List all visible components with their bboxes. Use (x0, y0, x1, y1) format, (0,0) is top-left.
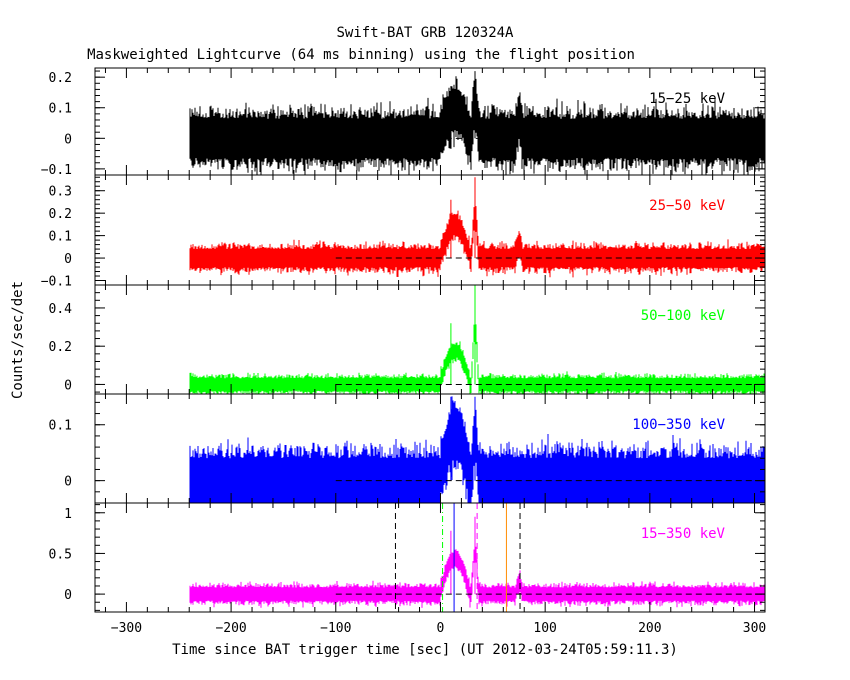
y-tick-label: 1 (64, 507, 72, 522)
y-tick-label: 0.1 (49, 102, 72, 117)
y-tick-label: 0.2 (49, 207, 72, 222)
panel-3: 0 0.2 0.4 50−100 keV (49, 284, 766, 395)
panels-group: −0.1 0 0.1 0.2 15−25 keV −0.1 0 0.1 0.2 0.3 25−50 … (41, 67, 766, 636)
panel-2: −0.1 0 0.1 0.2 0.3 25−50 keV (41, 174, 766, 290)
y-tick-label: 0.5 (49, 547, 72, 562)
y-tick-label: 0.2 (49, 71, 72, 86)
x-tick-label: 300 (743, 621, 766, 636)
y-tick-label: 0.1 (49, 419, 72, 434)
chart-subtitle: Maskweighted Lightcurve (64 ms binning) … (87, 47, 635, 63)
energy-label-15-25-kev: 15−25 keV (649, 91, 725, 107)
x-tick-label: 0 (437, 621, 445, 636)
x-axis-label: Time since BAT trigger time [sec] (UT 20… (172, 642, 678, 658)
energy-label-15-350-kev: 15−350 keV (641, 526, 726, 542)
energy-label-100-350-kev: 100−350 keV (632, 417, 725, 433)
energy-label-50-100-kev: 50−100 keV (641, 308, 726, 324)
trace-15-350-kev (189, 516, 765, 608)
y-tick-label: 0 (64, 475, 72, 490)
x-tick-label: −100 (320, 621, 351, 636)
y-tick-label: 0 (64, 252, 72, 267)
panel-5: 0 0.5 1 15−350 keV (49, 502, 766, 613)
y-tick-label: 0 (64, 588, 72, 603)
y-axis-label: Counts/sec/det (10, 281, 26, 399)
energy-label-25-50-kev: 25−50 keV (649, 198, 725, 214)
x-tick-label: 100 (533, 621, 556, 636)
y-tick-label: 0 (64, 378, 72, 393)
panel-frame (94, 502, 766, 613)
y-tick-label: −0.1 (41, 275, 72, 290)
y-tick-label: 0 (64, 132, 72, 147)
x-tick-label: −300 (111, 621, 142, 636)
trace-50-100-kev (189, 285, 765, 394)
y-tick-label: 0.4 (49, 302, 73, 317)
trace-100-350-kev (189, 396, 765, 503)
y-tick-label: 0.3 (49, 185, 72, 200)
trace-25-50-kev (189, 177, 765, 278)
x-tick-label: 200 (638, 621, 661, 636)
y-tick-label: 0.1 (49, 230, 72, 245)
chart-title: Swift-BAT GRB 120324A (336, 25, 514, 41)
x-tick-label: −200 (215, 621, 246, 636)
y-tick-label: 0.2 (49, 340, 72, 355)
y-tick-label: −0.1 (41, 163, 72, 178)
panel-4: 0 0.1 100−350 keV (49, 393, 766, 504)
panel-1: −0.1 0 0.1 0.2 15−25 keV (41, 67, 766, 178)
trace-15-25-kev (189, 71, 765, 175)
